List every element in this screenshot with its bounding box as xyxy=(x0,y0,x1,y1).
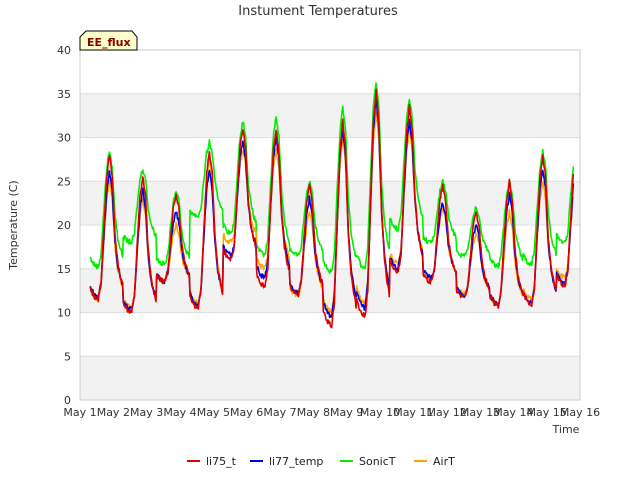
site-badge-label: EE_flux xyxy=(87,36,131,49)
y-tick-labels: 0 5 10 15 20 25 30 35 40 xyxy=(57,44,71,407)
site-badge: EE_flux xyxy=(79,30,138,51)
series-line-SonicT xyxy=(89,82,575,274)
legend-label-SonicT: SonicT xyxy=(359,455,396,468)
legend-label-AirT: AirT xyxy=(433,455,455,468)
y-tick-label: 25 xyxy=(57,175,71,188)
x-tick-label: May 8 xyxy=(297,406,330,419)
x-tick-label: May 3 xyxy=(130,406,163,419)
grid-band xyxy=(80,356,580,400)
chart-title: Instument Temperatures xyxy=(238,4,398,19)
grid-band xyxy=(80,268,580,313)
legend-label-li77_temp: li77_temp xyxy=(269,455,323,468)
y-tick-label: 5 xyxy=(64,350,71,363)
plot-frame xyxy=(79,49,581,401)
x-tick-label: May 5 xyxy=(197,406,230,419)
x-tick-label: May 2 xyxy=(97,406,130,419)
x-tick-label: May 16 xyxy=(560,406,600,419)
y-tick-label: 15 xyxy=(57,263,71,276)
y-tick-label: 40 xyxy=(57,44,71,57)
x-tick-label: May 7 xyxy=(263,406,296,419)
x-tick-label: May 10 xyxy=(360,406,400,419)
grid-band xyxy=(80,93,580,138)
x-tick-label: May 12 xyxy=(427,406,467,419)
y-axis-title: Temperature (C) xyxy=(7,180,20,270)
y-tick-label: 20 xyxy=(57,219,71,232)
y-tick-label: 10 xyxy=(57,307,71,320)
x-tick-label: May 13 xyxy=(460,406,500,419)
y-tick-label: 30 xyxy=(57,132,71,145)
y-tick-label: 0 xyxy=(64,394,71,407)
x-tick-label: May 4 xyxy=(163,406,196,419)
x-tick-label: May 14 xyxy=(493,406,533,419)
x-tick-label: May 11 xyxy=(393,406,433,419)
legend: li75_t li77_temp SonicT AirT xyxy=(187,455,455,468)
y-tick-label: 35 xyxy=(57,88,71,101)
x-axis-title: Time xyxy=(552,423,580,436)
legend-label-li75_t: li75_t xyxy=(206,455,237,468)
series-line-li75_t xyxy=(89,88,575,329)
series-lines xyxy=(89,82,575,329)
x-tick-labels: May 1 May 2 May 3 May 4 May 5 May 6 May 7 May 8… xyxy=(63,406,600,419)
grid-band xyxy=(80,181,580,225)
x-tick-label: May 9 xyxy=(330,406,363,419)
x-tick-label: May 6 xyxy=(230,406,263,419)
x-tick-label: May 1 xyxy=(63,406,96,419)
x-tick-label: May 15 xyxy=(527,406,567,419)
